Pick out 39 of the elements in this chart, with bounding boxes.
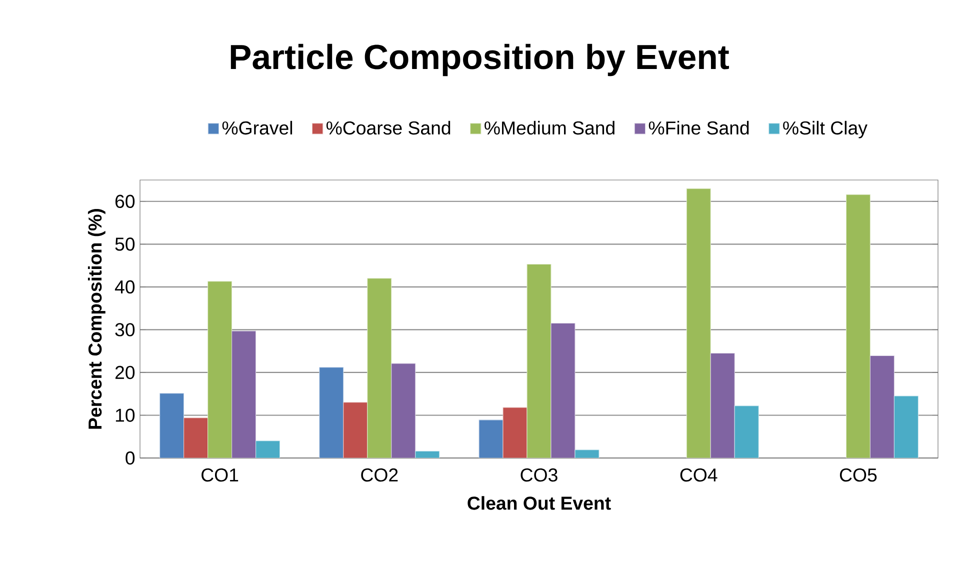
bar [846,194,870,458]
legend-label: %Coarse Sand [326,120,450,135]
x-tick-label: CO5 [840,468,877,482]
y-tick-label: 10 [116,408,135,422]
bar [184,418,208,458]
y-tick-label: 50 [115,238,135,251]
bar [232,330,256,458]
bar [710,352,735,458]
bar [526,264,552,458]
y-tick-label: 30 [115,323,135,336]
y-tick-label: 40 [114,280,135,294]
x-tick-label: CO3 [520,468,558,482]
y-axis-title: Percent Composition (%) [88,208,106,429]
bar [734,406,759,458]
legend-label: %Gravel [222,120,292,135]
legend-label: %Fine Sand [648,120,749,135]
bar [343,402,368,458]
legend-label: %Medium Sand [484,120,614,135]
y-tick-label: 20 [115,366,135,380]
bar [550,323,576,458]
chart-title: Particle Composition by Event [230,44,729,76]
bar [367,278,392,458]
bar [208,281,232,458]
x-axis-title: Clean Out Event [468,496,611,510]
bar [319,367,344,458]
x-tick-label: CO1 [202,468,238,482]
bar [870,356,894,458]
y-tick-label: 60 [115,194,135,208]
x-tick-label: CO4 [680,468,718,482]
bar [256,440,280,458]
bar [686,188,711,458]
legend-label: %Silt Clay [783,120,868,138]
bar [391,363,416,458]
bar [502,407,528,458]
bar [894,396,918,458]
bar [160,393,184,458]
y-tick-label: 0 [126,451,135,465]
x-tick-label: CO2 [361,468,398,482]
bar [478,420,504,458]
